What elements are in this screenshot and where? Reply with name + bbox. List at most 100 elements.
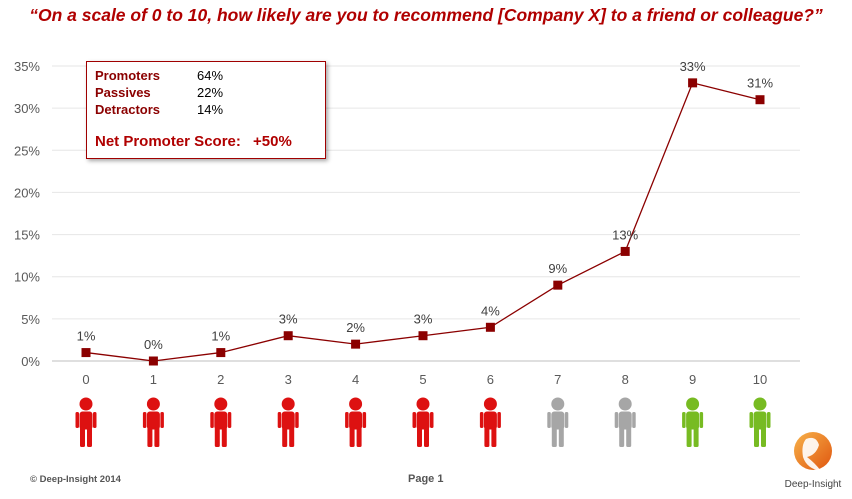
x-tick-label: 1 bbox=[150, 372, 157, 387]
person-right-arm bbox=[362, 412, 367, 428]
data-label: 3% bbox=[414, 312, 433, 327]
person-icon bbox=[547, 397, 569, 447]
y-tick-label: 35% bbox=[14, 59, 40, 74]
x-tick-label: 7 bbox=[554, 372, 561, 387]
x-tick-label: 6 bbox=[487, 372, 494, 387]
person-body bbox=[551, 411, 565, 430]
person-icon bbox=[75, 397, 97, 447]
person-icon bbox=[614, 397, 636, 447]
person-left-leg bbox=[282, 427, 288, 447]
x-tick-label: 10 bbox=[753, 372, 767, 387]
person-right-leg bbox=[761, 427, 766, 447]
data-point bbox=[148, 356, 158, 366]
detractors-label: Detractors bbox=[95, 102, 161, 117]
person-right-arm bbox=[767, 412, 771, 428]
data-label: 9% bbox=[548, 261, 567, 276]
y-tick-label: 10% bbox=[14, 270, 40, 285]
person-head bbox=[416, 397, 430, 411]
respondent-figures bbox=[75, 397, 771, 447]
person-icon bbox=[749, 397, 771, 447]
logo-text: Deep-Insight bbox=[784, 479, 842, 490]
person-head bbox=[753, 397, 767, 411]
person-left-arm bbox=[682, 412, 686, 428]
person-left-arm bbox=[479, 412, 484, 428]
person-icon bbox=[142, 397, 164, 447]
person-right-arm bbox=[160, 412, 164, 428]
person-left-leg bbox=[484, 427, 490, 447]
person-right-leg bbox=[491, 427, 497, 447]
person-left-arm bbox=[277, 412, 282, 428]
data-label: 3% bbox=[279, 312, 298, 327]
data-point bbox=[688, 78, 698, 88]
person-head bbox=[146, 397, 160, 411]
x-tick-label: 4 bbox=[352, 372, 359, 387]
person-right-leg bbox=[626, 427, 632, 447]
data-label: 1% bbox=[77, 329, 96, 344]
chart-title: “On a scale of 0 to 10, how likely are y… bbox=[29, 5, 823, 25]
person-left-arm bbox=[547, 412, 551, 428]
person-head bbox=[281, 397, 295, 411]
y-tick-label: 0% bbox=[21, 354, 40, 369]
person-left-leg bbox=[147, 427, 153, 447]
person-body bbox=[416, 411, 430, 430]
logo-mark-icon bbox=[794, 432, 832, 471]
data-label: 1% bbox=[211, 329, 230, 344]
person-right-arm bbox=[295, 412, 299, 428]
person-right-leg bbox=[154, 427, 160, 447]
series-line bbox=[81, 78, 765, 366]
person-right-arm bbox=[227, 412, 232, 428]
person-right-arm bbox=[430, 412, 434, 428]
person-body bbox=[686, 411, 700, 430]
data-label: 0% bbox=[144, 337, 163, 352]
data-label: 33% bbox=[680, 59, 706, 74]
data-point bbox=[755, 95, 765, 105]
person-body bbox=[618, 411, 632, 430]
person-left-arm bbox=[142, 412, 147, 428]
person-left-arm bbox=[210, 412, 214, 428]
person-head bbox=[483, 397, 497, 411]
person-left-leg bbox=[80, 427, 85, 447]
person-left-leg bbox=[214, 427, 220, 447]
page-number: Page 1 bbox=[408, 473, 444, 485]
data-point bbox=[418, 331, 428, 341]
promoters-label: Promoters bbox=[95, 68, 161, 83]
person-body bbox=[281, 411, 295, 430]
person-head bbox=[618, 397, 632, 411]
x-tick-label: 0 bbox=[82, 372, 89, 387]
person-right-leg bbox=[356, 427, 362, 447]
data-point bbox=[81, 348, 91, 358]
person-body bbox=[146, 411, 160, 430]
person-head bbox=[79, 397, 93, 411]
person-icon bbox=[277, 397, 299, 447]
copyright-text: © Deep-Insight 2014 bbox=[30, 474, 121, 485]
person-left-leg bbox=[754, 427, 759, 447]
data-label: 2% bbox=[346, 320, 365, 335]
y-axis-ticks: 0% 5% 10% 15% 20% 25% 30% 35% bbox=[14, 59, 40, 369]
person-right-leg bbox=[289, 427, 295, 447]
person-head bbox=[349, 397, 363, 411]
person-head bbox=[214, 397, 228, 411]
y-tick-label: 15% bbox=[14, 228, 40, 243]
person-head bbox=[551, 397, 565, 411]
data-point bbox=[283, 331, 293, 341]
x-tick-label: 5 bbox=[419, 372, 426, 387]
person-right-leg bbox=[221, 427, 227, 447]
person-left-arm bbox=[75, 412, 79, 428]
person-icon bbox=[210, 397, 232, 447]
x-tick-label: 3 bbox=[285, 372, 292, 387]
person-right-arm bbox=[632, 412, 636, 428]
person-body bbox=[349, 411, 363, 430]
y-tick-label: 30% bbox=[14, 101, 40, 116]
person-icon bbox=[479, 397, 501, 447]
person-body bbox=[214, 411, 228, 430]
person-right-arm bbox=[564, 412, 569, 428]
data-point bbox=[553, 280, 563, 290]
person-icon bbox=[345, 397, 367, 447]
y-tick-label: 20% bbox=[14, 185, 40, 200]
person-left-arm bbox=[412, 412, 416, 428]
data-point bbox=[351, 339, 361, 349]
person-body bbox=[753, 411, 767, 430]
person-right-leg bbox=[558, 427, 564, 447]
person-left-leg bbox=[686, 427, 692, 447]
